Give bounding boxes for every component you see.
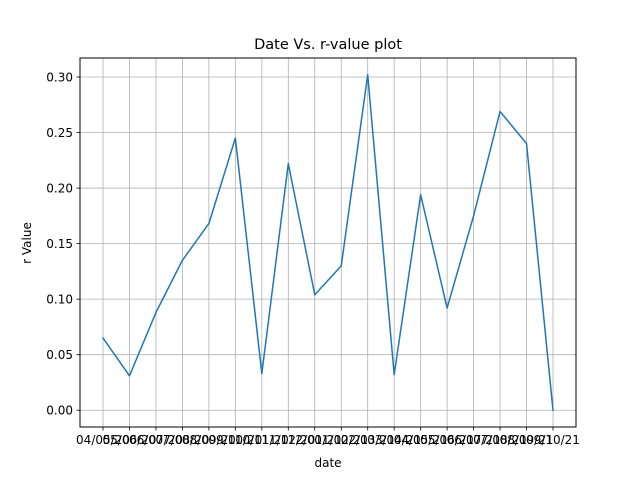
x-tick-label: 05/06/20 xyxy=(103,433,157,447)
y-tick-label: 0.00 xyxy=(46,404,73,418)
y-tick-label: 0.20 xyxy=(46,182,73,196)
x-axis: 04/05/2005/06/2006/07/2007/08/2008/09/20… xyxy=(76,427,580,447)
y-axis-label: r Value xyxy=(20,222,34,264)
grid xyxy=(80,58,576,427)
chart-title: Date Vs. r-value plot xyxy=(254,37,402,53)
y-tick-label: 0.10 xyxy=(46,293,73,307)
x-tick-label: 06/07/21 xyxy=(447,433,501,447)
x-tick-label: 09/10/20 xyxy=(208,433,262,447)
x-tick-label: 11/12/20 xyxy=(261,433,315,447)
y-tick-label: 0.30 xyxy=(46,70,73,84)
x-tick-label: 06/07/20 xyxy=(129,433,183,447)
series-line xyxy=(101,74,554,412)
x-axis-label: date xyxy=(314,456,341,470)
y-tick-label: 0.15 xyxy=(46,237,73,251)
x-tick-label: 01/02/21 xyxy=(314,433,368,447)
y-tick-label: 0.25 xyxy=(46,126,73,140)
y-tick-label: 0.05 xyxy=(46,348,73,362)
x-tick-label: 07/08/21 xyxy=(473,433,527,447)
x-tick-label: 08/09/20 xyxy=(182,433,236,447)
x-tick-label: 10/11/20 xyxy=(235,433,289,447)
x-tick-label: 12/01/21 xyxy=(288,433,342,447)
x-tick-label: 02/03/21 xyxy=(341,433,395,447)
y-axis: 0.00 0.05 0.10 0.15 0.20 0.25 0.30 xyxy=(46,70,80,418)
x-tick-label: 07/08/20 xyxy=(155,433,209,447)
series-layer xyxy=(101,74,554,412)
x-tick-label: 04/05/20 xyxy=(76,433,130,447)
plot-area-frame xyxy=(79,57,577,428)
x-tick-label: 05/06/21 xyxy=(420,433,474,447)
x-tick-label: 03/04/21 xyxy=(367,433,421,447)
x-tick-label: 08/09/21 xyxy=(500,433,554,447)
x-tick-label: 09/10/21 xyxy=(526,433,580,447)
x-tick-label: 04/05/21 xyxy=(394,433,448,447)
